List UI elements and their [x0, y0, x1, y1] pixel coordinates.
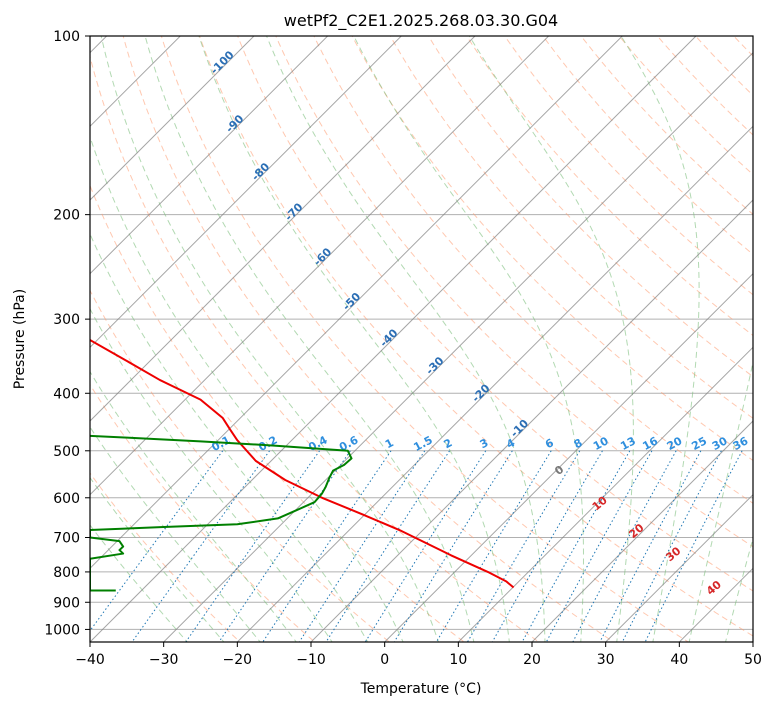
chart-title: wetPf2_C2E1.2025.268.03.30.G04 [284, 11, 558, 31]
mixing-ratio-label: 25 [689, 434, 709, 453]
mixing-ratio-line [90, 450, 224, 632]
moist-adiabat [266, 36, 546, 642]
y-tick-label: 1000 [44, 622, 80, 638]
mixing-ratio-label: 36 [731, 434, 751, 453]
isotherm-line [236, 125, 753, 642]
dry-adiabat [160, 36, 690, 642]
dewpoint-profile [90, 434, 353, 592]
mixing-ratio-line [644, 450, 743, 642]
isotherm-line [90, 36, 697, 642]
dry-adiabat [656, 36, 753, 136]
x-tick-label: 10 [449, 652, 467, 668]
isotherm-line [90, 36, 476, 422]
isotherm-line [90, 36, 550, 496]
y-tick-label: 200 [53, 208, 80, 224]
temperature-profile [90, 338, 515, 589]
dry-adiabat [389, 36, 753, 419]
moist-adiabat [90, 426, 261, 642]
x-tick-label: 40 [670, 652, 688, 668]
dry-adiabat [237, 36, 753, 592]
moist-adiabat [90, 232, 369, 642]
isotherm-line [383, 272, 753, 642]
y-axis-title: Pressure (hPa) [12, 289, 28, 389]
moist-adiabat [198, 36, 510, 642]
isotherm-line [90, 36, 182, 128]
isotherm-line [90, 36, 329, 275]
moist-adiabat [90, 307, 333, 642]
x-tick-label: 30 [597, 652, 615, 668]
isotherm-line [310, 199, 753, 642]
mixing-ratio-line [545, 450, 653, 642]
dry-adiabat [542, 36, 753, 255]
dry-adiabat [504, 36, 753, 296]
mixing-ratio-label: 16 [640, 434, 660, 453]
mixing-ratio-line [599, 450, 702, 642]
x-tick-label: 50 [744, 652, 762, 668]
x-tick-label: 0 [380, 652, 389, 668]
mixing-ratio-line [521, 450, 631, 642]
moist-adiabat [688, 359, 753, 642]
moist-adiabat [725, 536, 753, 642]
dry-adiabat [351, 36, 753, 462]
y-tick-label: 300 [53, 312, 80, 328]
moist-adiabat [353, 36, 584, 642]
mixing-ratio-label: 13 [618, 434, 638, 453]
x-axis-title: Temperature (°C) [360, 681, 482, 697]
mixing-ratio-line [572, 450, 677, 642]
dry-adiabat [275, 36, 753, 548]
isotherm-line [90, 36, 624, 570]
mixing-ratio-line [435, 450, 552, 642]
isotherm-line [162, 51, 753, 642]
mixing-ratio-line [491, 450, 603, 642]
mixing-ratio-line [466, 450, 581, 642]
x-tick-label: 20 [523, 652, 541, 668]
plot-frame [89, 35, 754, 643]
x-tick-label: −10 [296, 652, 326, 668]
y-tick-label: 700 [53, 531, 80, 547]
isotherm-line [90, 36, 255, 201]
dry-adiabat [427, 36, 753, 378]
y-tick-label: 800 [53, 565, 80, 581]
moist-adiabat [90, 135, 404, 642]
dry-adiabat [90, 289, 391, 642]
dry-adiabat [90, 472, 241, 642]
dry-adiabat [90, 54, 540, 642]
x-tick-label: −40 [75, 652, 105, 668]
dry-adiabat [90, 383, 316, 642]
moist-adiabat [620, 36, 700, 642]
x-tick-label: −20 [223, 652, 253, 668]
y-tick-label: 900 [53, 595, 80, 611]
mixing-ratio-line [298, 450, 426, 642]
mixing-ratio-line [262, 450, 392, 642]
y-tick-label: 400 [53, 386, 80, 402]
mixing-ratio-line [325, 450, 450, 642]
y-tick-label: 500 [53, 444, 80, 460]
isotherm-line [604, 493, 753, 642]
moist-adiabat [468, 36, 634, 642]
dry-adiabat [122, 36, 615, 642]
isotherm-line [531, 420, 753, 642]
isotherm-line [457, 346, 753, 642]
isotherm-line [90, 36, 403, 349]
mixing-ratio-line [621, 450, 722, 642]
axis-ticks: −40 −30 −20 −10 0 10 20 30 40 50 100 200 300 400 500 60… [44, 29, 762, 668]
mixing-ratio-label: 30 [710, 434, 730, 453]
x-tick-label: −30 [149, 652, 179, 668]
mixing-ratio-label: 10 [591, 434, 611, 453]
mixing-ratio-line [218, 450, 351, 642]
moist-adiabat [100, 36, 440, 642]
mixing-ratio-label: 20 [665, 434, 685, 453]
mixing-ratio-line [185, 450, 320, 642]
moist-adiabat [144, 36, 475, 642]
plot-area: 0.1 0.2 0.4 0.6 1 1.5 2 3 4 6 8 10 13 16 20 25 30 36-100-… [90, 36, 753, 642]
y-tick-label: 100 [53, 29, 80, 45]
y-tick-label: 600 [53, 491, 80, 507]
